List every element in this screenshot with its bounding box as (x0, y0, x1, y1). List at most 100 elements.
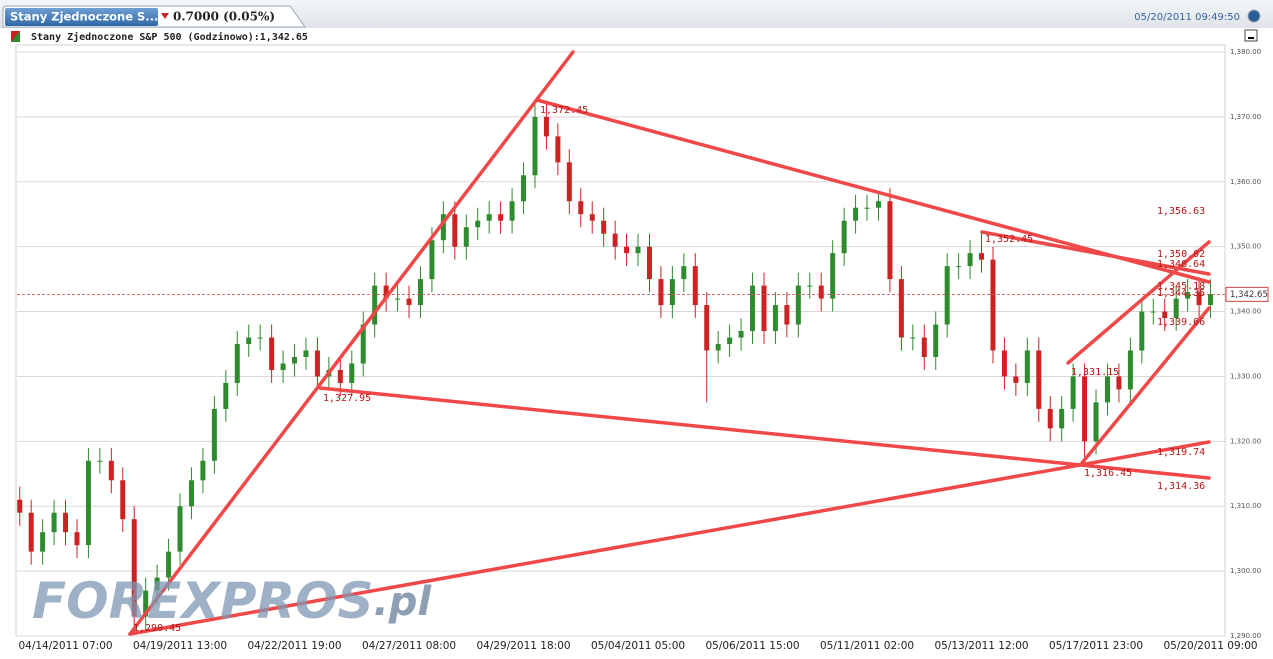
candle-body (120, 480, 126, 520)
candle-body (795, 285, 801, 325)
candle-body (589, 214, 595, 221)
candle-body (383, 285, 389, 299)
candle-body (360, 324, 366, 364)
refresh-button[interactable] (1247, 9, 1261, 23)
x-tick-label: 04/29/2011 18:00 (476, 640, 570, 652)
y-tick-label: 1,300.00 (1230, 567, 1261, 575)
candle-body (750, 285, 756, 332)
y-tick-label: 1,320.00 (1230, 437, 1261, 445)
annotation: 1,314.36 (1157, 481, 1205, 492)
candle-body (830, 253, 836, 299)
candle-body (1150, 311, 1156, 313)
down-arrow (161, 13, 169, 19)
candle-body (51, 512, 57, 533)
candle-body (646, 246, 652, 280)
candle-body (566, 162, 572, 202)
candle-body (63, 512, 69, 533)
trendlines (128, 50, 1211, 636)
last-price-label: 1,342.65 (1230, 290, 1268, 300)
candle-body (853, 207, 859, 221)
candle-body (143, 590, 149, 617)
annotation: 1,356.63 (1157, 206, 1205, 217)
candles (17, 100, 1214, 634)
candle-body (807, 285, 813, 287)
candle-body (269, 337, 275, 370)
candle-body (337, 369, 343, 383)
x-tick-label: 04/27/2011 08:00 (362, 640, 456, 652)
candle-body (40, 532, 46, 552)
x-tick-label: 04/22/2011 19:00 (247, 640, 341, 652)
candle-body (257, 337, 263, 339)
candle-body (1093, 402, 1099, 442)
candle-body (1162, 311, 1168, 319)
candle-body (1116, 376, 1122, 390)
candle-body (772, 305, 778, 332)
x-tick-label: 05/06/2011 15:00 (705, 640, 799, 652)
candle-body (349, 363, 355, 383)
y-tick-label: 1,310.00 (1230, 502, 1261, 510)
candle-body (612, 233, 618, 247)
candle-body (509, 201, 515, 221)
candle-body (1036, 350, 1042, 409)
candle-body (188, 480, 194, 507)
y-tick-label: 1,290.00 (1230, 632, 1261, 640)
candle-body (555, 136, 561, 163)
watermark: FOREXPROS.pl (32, 572, 432, 630)
candle-body (498, 214, 504, 221)
tab-title[interactable]: Stany Zjednoczone S... (10, 10, 158, 24)
candle-body (887, 201, 893, 280)
candle-body (875, 201, 881, 208)
candle-body (108, 460, 114, 481)
candle-body (669, 279, 675, 306)
minimize-button[interactable] (1244, 29, 1258, 42)
x-tick-label: 05/13/2011 12:00 (934, 640, 1028, 652)
candle-body (818, 285, 824, 299)
candle-body (1013, 376, 1019, 383)
candle-body (200, 460, 206, 481)
x-tick-label: 05/17/2011 23:00 (1049, 640, 1143, 652)
tab-label-bg (5, 8, 158, 26)
candle-body (1059, 408, 1065, 429)
candle-body (1024, 350, 1030, 383)
candle-body (578, 201, 584, 215)
candle-body (475, 220, 481, 228)
candle-body (440, 214, 446, 241)
candle-body (681, 266, 687, 280)
candle-body (761, 285, 767, 332)
candle-body (234, 344, 240, 383)
candle-body (1127, 350, 1133, 390)
candle-body (1139, 311, 1145, 351)
candle-body (1208, 294, 1214, 306)
annotation: 1,327.95 (323, 393, 371, 404)
last-price-box (1225, 286, 1269, 302)
y-tick-label: 1,350.00 (1230, 243, 1261, 251)
candle-body (692, 266, 698, 306)
candle-body (933, 324, 939, 357)
annotation: 1,372.45 (540, 105, 588, 116)
annotation: 1,344.35 (1157, 288, 1205, 299)
y-tick-label: 1,340.00 (1230, 308, 1261, 316)
x-tick-label: 05/04/2011 05:00 (591, 640, 685, 652)
candle-body (372, 285, 378, 325)
chart-title: Stany Zjednoczone S&P 500 (Godzinowo):1,… (31, 31, 308, 43)
candle-body (1001, 350, 1007, 377)
candle-body (177, 506, 183, 552)
annotation: 1,350.02 (1157, 249, 1205, 260)
annotations: 1,372.45 1,327.95 1,290.45 1,352.45 1,31… (133, 105, 1205, 634)
candle-body (223, 382, 229, 409)
candle-body (1196, 292, 1202, 306)
annotation: 1,352.45 (985, 234, 1033, 245)
candle-body (1047, 408, 1053, 429)
candle-body (85, 460, 91, 546)
grid (17, 51, 1225, 637)
candle-body (417, 279, 423, 306)
candle-body (944, 266, 950, 325)
candle-body (166, 551, 172, 578)
candle-body (898, 279, 904, 338)
candle-body (521, 175, 527, 202)
candle-body (486, 214, 492, 221)
candle-body (921, 337, 927, 357)
candle-body (97, 460, 103, 462)
trendline (318, 386, 1211, 480)
candle-body (910, 337, 916, 339)
